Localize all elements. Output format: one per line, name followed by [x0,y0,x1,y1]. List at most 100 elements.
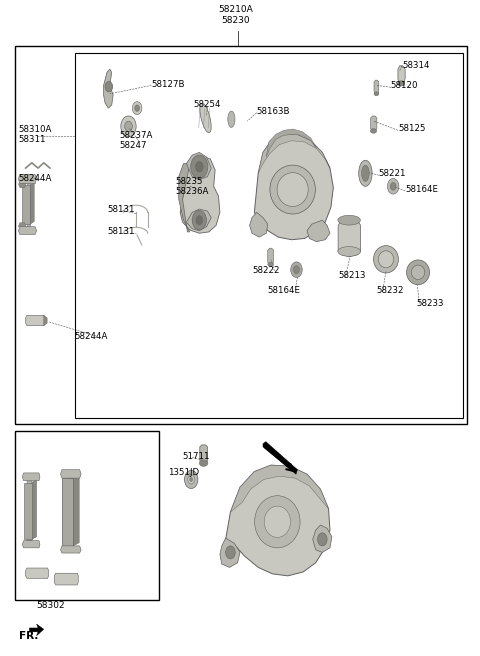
Text: 58131: 58131 [107,228,134,236]
Polygon shape [18,174,36,184]
Circle shape [132,102,142,115]
Polygon shape [266,129,317,157]
Ellipse shape [411,265,425,279]
Text: 58244A: 58244A [18,174,51,183]
Polygon shape [371,116,377,131]
Ellipse shape [254,496,300,548]
Ellipse shape [200,103,211,133]
Polygon shape [180,155,220,234]
Polygon shape [200,445,207,463]
Ellipse shape [398,81,405,86]
Text: 58254: 58254 [194,100,221,110]
Ellipse shape [228,111,235,127]
Circle shape [226,546,235,559]
Text: 58164E: 58164E [405,185,438,194]
Polygon shape [268,248,274,264]
Polygon shape [230,465,328,512]
Circle shape [318,533,327,546]
Text: 58302: 58302 [36,601,65,609]
Polygon shape [62,478,73,546]
Polygon shape [220,538,240,567]
Circle shape [121,116,136,137]
Polygon shape [22,473,40,481]
Text: 58125: 58125 [398,125,425,133]
Circle shape [387,178,399,194]
Ellipse shape [373,245,398,273]
Polygon shape [30,182,34,224]
Polygon shape [60,470,81,478]
Polygon shape [338,218,360,256]
Ellipse shape [338,247,360,256]
Polygon shape [398,66,405,83]
Polygon shape [18,184,26,188]
Text: 58163B: 58163B [257,107,290,116]
Circle shape [190,478,192,482]
Polygon shape [226,465,330,576]
Circle shape [125,121,132,132]
Text: 58221: 58221 [379,169,406,178]
Text: 58310A
58311: 58310A 58311 [18,125,51,144]
Ellipse shape [407,260,430,285]
Polygon shape [250,213,268,237]
Ellipse shape [378,251,394,268]
Text: 1351JD: 1351JD [168,468,199,478]
Ellipse shape [268,262,274,266]
Polygon shape [25,568,48,579]
Polygon shape [179,163,190,232]
Text: 58222: 58222 [252,266,280,276]
Polygon shape [29,624,44,636]
Ellipse shape [359,160,372,186]
Circle shape [390,182,396,190]
Circle shape [184,470,198,489]
Text: FR.: FR. [19,631,38,641]
Polygon shape [18,223,26,227]
Polygon shape [254,134,333,239]
Ellipse shape [361,165,369,182]
Polygon shape [104,69,113,108]
Polygon shape [186,209,211,231]
Polygon shape [27,181,30,227]
Circle shape [294,266,300,274]
Circle shape [105,81,113,92]
Ellipse shape [270,165,315,214]
Circle shape [135,105,140,112]
Circle shape [188,475,194,484]
Polygon shape [25,316,45,326]
Circle shape [291,262,302,277]
Text: 58131: 58131 [107,205,134,214]
Text: 58213: 58213 [338,271,366,280]
Polygon shape [22,185,30,224]
Text: 58120: 58120 [391,81,418,90]
Ellipse shape [264,506,290,537]
Circle shape [192,211,206,230]
Polygon shape [258,134,330,173]
Polygon shape [54,573,78,585]
Circle shape [196,216,203,225]
Text: 58235
58236A: 58235 58236A [175,176,209,196]
Text: 58237A
58247: 58237A 58247 [120,131,153,150]
Ellipse shape [374,92,379,96]
Ellipse shape [277,173,308,207]
Polygon shape [186,152,211,180]
Text: 51711: 51711 [182,452,210,461]
Polygon shape [18,227,36,234]
Ellipse shape [199,460,208,466]
Text: 58127B: 58127B [152,79,185,89]
Circle shape [195,161,203,172]
Text: 58210A
58230: 58210A 58230 [218,5,252,25]
Text: 58314: 58314 [403,61,430,70]
Polygon shape [374,80,379,94]
Ellipse shape [338,215,360,225]
Polygon shape [22,541,40,548]
Text: 58232: 58232 [376,286,403,295]
Polygon shape [68,476,73,548]
Polygon shape [32,480,36,539]
Circle shape [191,155,208,178]
Text: 58244A: 58244A [75,332,108,340]
Text: 58233: 58233 [416,299,444,308]
Polygon shape [263,441,298,474]
Polygon shape [73,474,79,546]
Polygon shape [27,481,32,541]
Polygon shape [60,546,81,553]
Polygon shape [24,483,32,539]
